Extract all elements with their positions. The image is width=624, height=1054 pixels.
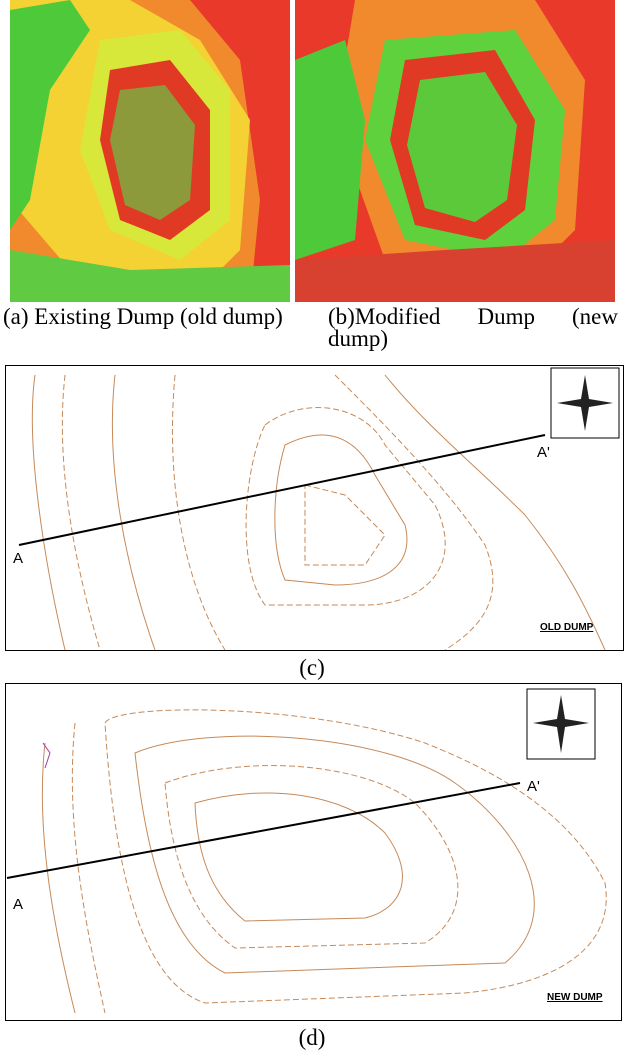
caption: (a) Existing Dump (old dump) bbox=[3, 306, 287, 328]
contour-map-new: A A' NEW DUMP bbox=[5, 683, 622, 1021]
caption: (d) bbox=[0, 1025, 624, 1051]
section-label: A' bbox=[537, 444, 550, 461]
heatmap-old bbox=[10, 0, 290, 302]
map-label: NEW DUMP bbox=[547, 992, 603, 1003]
contour-map-old: A A' OLD DUMP bbox=[5, 365, 624, 651]
caption: (b)Modified Dump (new dump) bbox=[328, 306, 618, 350]
heatmap-new bbox=[295, 0, 615, 302]
map-label: OLD DUMP bbox=[540, 622, 594, 633]
section-label: A bbox=[13, 896, 23, 913]
caption: (c) bbox=[0, 655, 624, 681]
section-label: A' bbox=[527, 778, 540, 795]
page: (a) Existing Dump (old dump) (b)Modified… bbox=[0, 0, 624, 1054]
section-label: A bbox=[13, 550, 23, 567]
